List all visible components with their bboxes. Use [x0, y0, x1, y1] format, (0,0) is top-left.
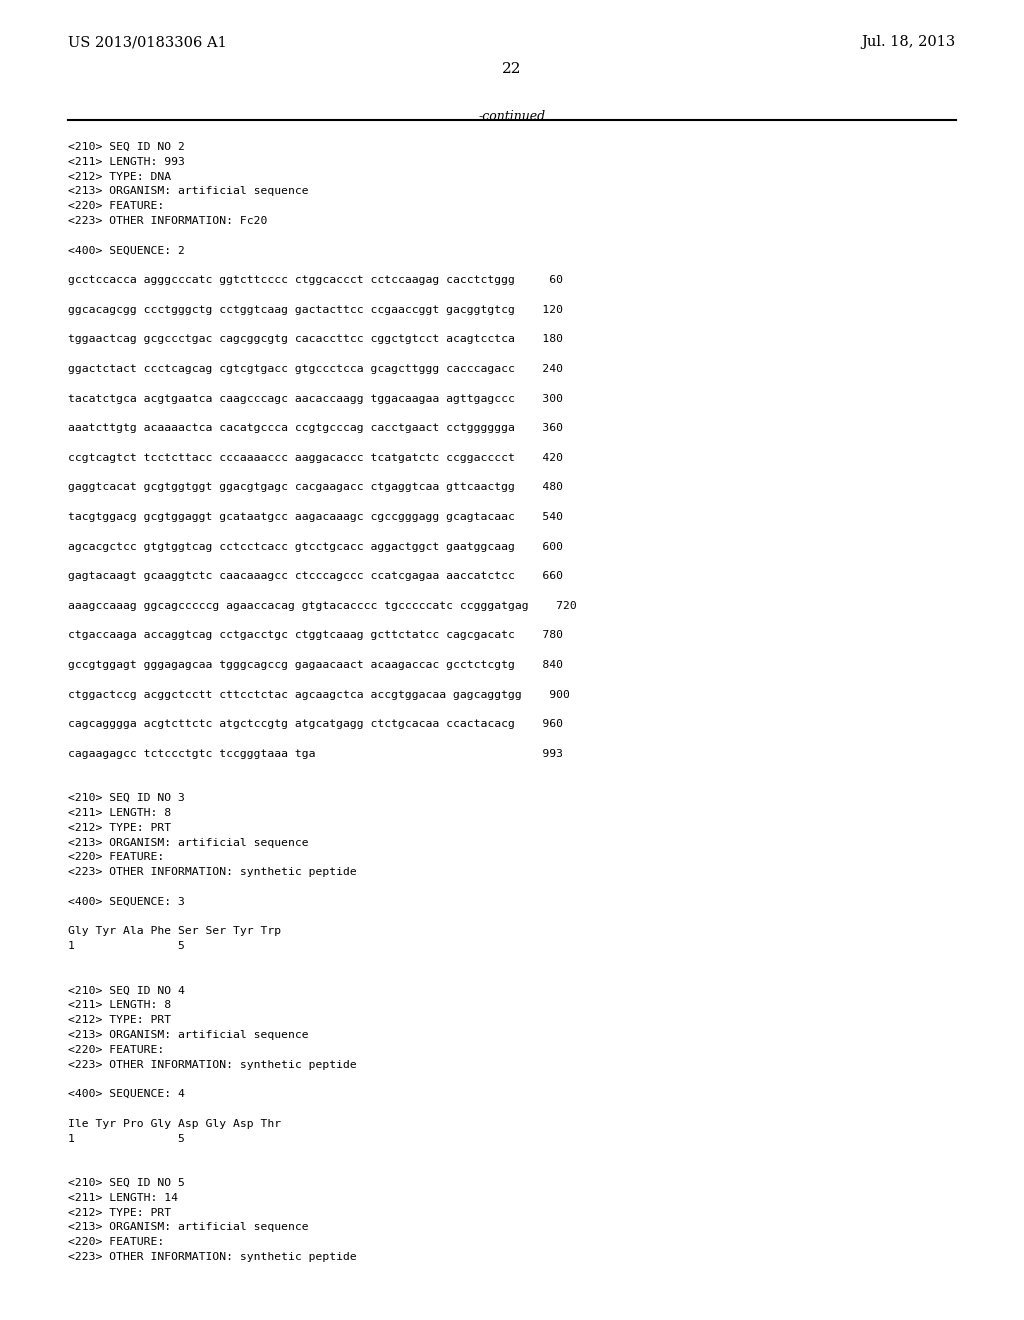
Text: gccgtggagt gggagagcaa tgggcagccg gagaacaact acaagaccac gcctctcgtg    840: gccgtggagt gggagagcaa tgggcagccg gagaaca…	[68, 660, 563, 671]
Text: tacatctgca acgtgaatca caagcccagc aacaccaagg tggacaagaa agttgagccc    300: tacatctgca acgtgaatca caagcccagc aacacca…	[68, 393, 563, 404]
Text: tggaactcag gcgccctgac cagcggcgtg cacaccttcc cggctgtcct acagtcctca    180: tggaactcag gcgccctgac cagcggcgtg cacacct…	[68, 334, 563, 345]
Text: ctggactccg acggctcctt cttcctctac agcaagctca accgtggacaa gagcaggtgg    900: ctggactccg acggctcctt cttcctctac agcaagc…	[68, 689, 570, 700]
Text: <210> SEQ ID NO 5: <210> SEQ ID NO 5	[68, 1177, 185, 1188]
Text: cagaagagcc tctccctgtc tccgggtaaa tga                                 993: cagaagagcc tctccctgtc tccgggtaaa tga 993	[68, 748, 563, 759]
Text: ctgaccaaga accaggtcag cctgacctgc ctggtcaaag gcttctatcc cagcgacatc    780: ctgaccaaga accaggtcag cctgacctgc ctggtca…	[68, 631, 563, 640]
Text: agcacgctcc gtgtggtcag cctcctcacc gtcctgcacc aggactggct gaatggcaag    600: agcacgctcc gtgtggtcag cctcctcacc gtcctgc…	[68, 541, 563, 552]
Text: 22: 22	[502, 62, 522, 77]
Text: <211> LENGTH: 8: <211> LENGTH: 8	[68, 1001, 171, 1010]
Text: US 2013/0183306 A1: US 2013/0183306 A1	[68, 36, 226, 49]
Text: <223> OTHER INFORMATION: synthetic peptide: <223> OTHER INFORMATION: synthetic pepti…	[68, 1060, 356, 1069]
Text: <213> ORGANISM: artificial sequence: <213> ORGANISM: artificial sequence	[68, 186, 308, 197]
Text: <212> TYPE: PRT: <212> TYPE: PRT	[68, 1015, 171, 1026]
Text: <220> FEATURE:: <220> FEATURE:	[68, 853, 164, 862]
Text: <212> TYPE: PRT: <212> TYPE: PRT	[68, 1208, 171, 1217]
Text: <223> OTHER INFORMATION: synthetic peptide: <223> OTHER INFORMATION: synthetic pepti…	[68, 1251, 356, 1262]
Text: cagcagggga acgtcttctc atgctccgtg atgcatgagg ctctgcacaa ccactacacg    960: cagcagggga acgtcttctc atgctccgtg atgcatg…	[68, 719, 563, 729]
Text: <400> SEQUENCE: 4: <400> SEQUENCE: 4	[68, 1089, 185, 1100]
Text: aaagccaaag ggcagcccccg agaaccacag gtgtacacccc tgcccccatc ccgggatgag    720: aaagccaaag ggcagcccccg agaaccacag gtgtac…	[68, 601, 577, 611]
Text: <210> SEQ ID NO 4: <210> SEQ ID NO 4	[68, 986, 185, 995]
Text: <213> ORGANISM: artificial sequence: <213> ORGANISM: artificial sequence	[68, 1030, 308, 1040]
Text: <400> SEQUENCE: 2: <400> SEQUENCE: 2	[68, 246, 185, 256]
Text: aaatcttgtg acaaaactca cacatgccca ccgtgcccag cacctgaact cctgggggga    360: aaatcttgtg acaaaactca cacatgccca ccgtgcc…	[68, 424, 563, 433]
Text: gaggtcacat gcgtggtggt ggacgtgagc cacgaagacc ctgaggtcaa gttcaactgg    480: gaggtcacat gcgtggtggt ggacgtgagc cacgaag…	[68, 482, 563, 492]
Text: <212> TYPE: PRT: <212> TYPE: PRT	[68, 822, 171, 833]
Text: <211> LENGTH: 993: <211> LENGTH: 993	[68, 157, 185, 166]
Text: <211> LENGTH: 14: <211> LENGTH: 14	[68, 1193, 178, 1203]
Text: Ile Tyr Pro Gly Asp Gly Asp Thr: Ile Tyr Pro Gly Asp Gly Asp Thr	[68, 1119, 282, 1129]
Text: Jul. 18, 2013: Jul. 18, 2013	[862, 36, 956, 49]
Text: -continued: -continued	[478, 110, 546, 123]
Text: ggcacagcgg ccctgggctg cctggtcaag gactacttcc ccgaaccggt gacggtgtcg    120: ggcacagcgg ccctgggctg cctggtcaag gactact…	[68, 305, 563, 314]
Text: <220> FEATURE:: <220> FEATURE:	[68, 1237, 164, 1247]
Text: ggactctact ccctcagcag cgtcgtgacc gtgccctcca gcagcttggg cacccagacc    240: ggactctact ccctcagcag cgtcgtgacc gtgccct…	[68, 364, 563, 374]
Text: <211> LENGTH: 8: <211> LENGTH: 8	[68, 808, 171, 818]
Text: 1               5: 1 5	[68, 941, 185, 952]
Text: <400> SEQUENCE: 3: <400> SEQUENCE: 3	[68, 896, 185, 907]
Text: <210> SEQ ID NO 3: <210> SEQ ID NO 3	[68, 793, 185, 803]
Text: gcctccacca agggcccatc ggtcttcccc ctggcaccct cctccaagag cacctctggg     60: gcctccacca agggcccatc ggtcttcccc ctggcac…	[68, 275, 563, 285]
Text: 1               5: 1 5	[68, 1134, 185, 1143]
Text: <223> OTHER INFORMATION: synthetic peptide: <223> OTHER INFORMATION: synthetic pepti…	[68, 867, 356, 878]
Text: <220> FEATURE:: <220> FEATURE:	[68, 201, 164, 211]
Text: <213> ORGANISM: artificial sequence: <213> ORGANISM: artificial sequence	[68, 838, 308, 847]
Text: <210> SEQ ID NO 2: <210> SEQ ID NO 2	[68, 143, 185, 152]
Text: <213> ORGANISM: artificial sequence: <213> ORGANISM: artificial sequence	[68, 1222, 308, 1233]
Text: Gly Tyr Ala Phe Ser Ser Tyr Trp: Gly Tyr Ala Phe Ser Ser Tyr Trp	[68, 927, 282, 936]
Text: <212> TYPE: DNA: <212> TYPE: DNA	[68, 172, 171, 182]
Text: gagtacaagt gcaaggtctc caacaaagcc ctcccagccc ccatcgagaa aaccatctcc    660: gagtacaagt gcaaggtctc caacaaagcc ctcccag…	[68, 572, 563, 581]
Text: ccgtcagtct tcctcttacc cccaaaaccc aaggacaccc tcatgatctc ccggacccct    420: ccgtcagtct tcctcttacc cccaaaaccc aaggaca…	[68, 453, 563, 463]
Text: <220> FEATURE:: <220> FEATURE:	[68, 1045, 164, 1055]
Text: <223> OTHER INFORMATION: Fc20: <223> OTHER INFORMATION: Fc20	[68, 216, 267, 226]
Text: tacgtggacg gcgtggaggt gcataatgcc aagacaaagc cgccgggagg gcagtacaac    540: tacgtggacg gcgtggaggt gcataatgcc aagacaa…	[68, 512, 563, 521]
